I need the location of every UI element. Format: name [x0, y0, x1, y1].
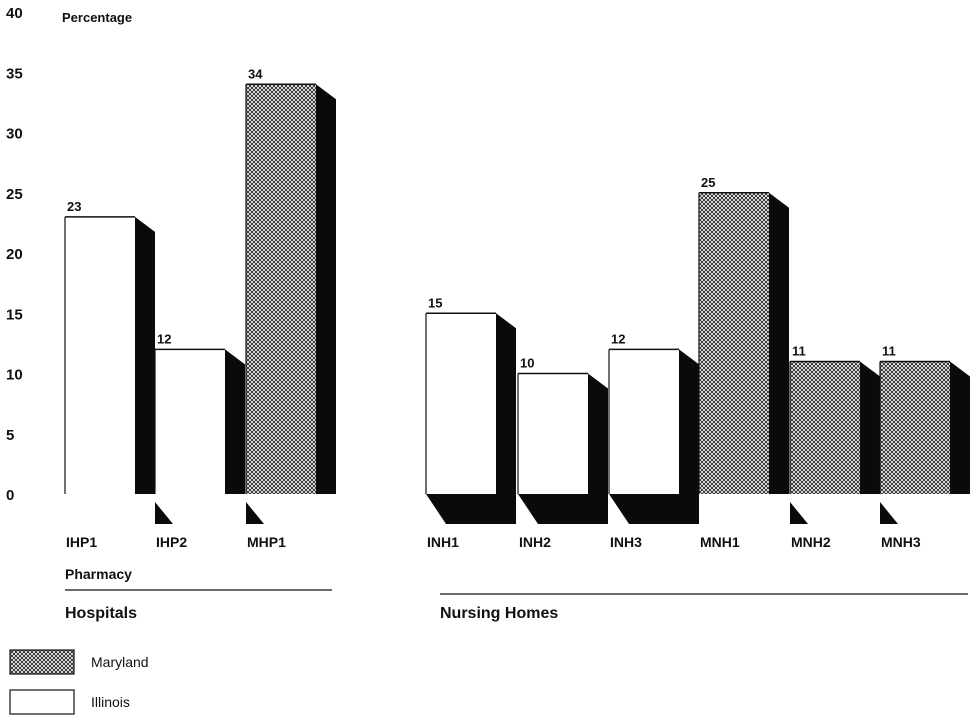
- bar-side: [679, 349, 699, 494]
- legend-swatch-maryland: [9, 649, 75, 675]
- floor-shadow: [246, 502, 264, 524]
- bar: [65, 216, 135, 494]
- bar-side: [316, 84, 336, 495]
- bar: [155, 349, 225, 494]
- pharmacy-sublabel: Pharmacy: [65, 566, 132, 582]
- bar-side: [950, 361, 970, 494]
- legend-label-maryland: Maryland: [91, 654, 149, 670]
- category-label: INH1: [427, 534, 459, 550]
- category-label: MHP1: [247, 534, 286, 550]
- bar-side: [135, 216, 155, 494]
- y-tick-label: 35: [6, 65, 23, 82]
- y-axis: 0 5 10 15 20 25 30 35 40: [6, 5, 23, 504]
- y-tick-label: 0: [6, 487, 14, 504]
- bar: [518, 373, 588, 494]
- floor-slab: [426, 494, 516, 524]
- legend-label-illinois: Illinois: [91, 694, 130, 710]
- y-tick-label: 5: [6, 427, 14, 444]
- bar: [790, 361, 860, 494]
- bar: [426, 313, 496, 494]
- bar-side: [860, 361, 880, 494]
- value-label: 25: [701, 175, 715, 190]
- category-label: MNH3: [881, 534, 921, 550]
- bar-side: [588, 373, 608, 494]
- category-label: MNH2: [791, 534, 831, 550]
- y-tick-label: 30: [6, 126, 23, 143]
- value-label: 23: [67, 199, 81, 214]
- category-label: MNH1: [700, 534, 740, 550]
- bar-side: [769, 192, 789, 494]
- category-labels: IHP1 IHP2 MHP1 INH1 INH2 INH3 MNH1 MNH2 MNH3: [66, 534, 921, 550]
- floor-shadow: [880, 502, 898, 524]
- value-label: 11: [882, 343, 896, 358]
- value-label: 15: [428, 295, 442, 310]
- y-axis-title: Percentage: [62, 10, 132, 25]
- bar: [609, 349, 679, 494]
- bars: [64, 83, 970, 524]
- bar-side: [496, 313, 516, 494]
- bar: [880, 361, 950, 494]
- y-tick-label: 10: [6, 367, 23, 384]
- value-label: 12: [611, 331, 625, 346]
- bar: [246, 84, 316, 495]
- value-label: 34: [248, 66, 263, 81]
- value-label: 12: [157, 331, 171, 346]
- floor-shadow: [790, 502, 808, 524]
- value-labels: 23 12 34 15 10 12 25 11 11: [67, 66, 896, 370]
- y-tick-label: 25: [6, 186, 23, 203]
- hospitals-group-label: Hospitals: [65, 605, 137, 622]
- value-label: 11: [792, 343, 806, 358]
- category-label: IHP2: [156, 534, 187, 550]
- nursing-homes-group-label: Nursing Homes: [440, 605, 558, 622]
- floor-shadow: [155, 502, 173, 524]
- bar: [699, 192, 769, 494]
- floor-slab: [609, 494, 699, 524]
- y-tick-label: 15: [6, 306, 23, 323]
- legend-swatch-illinois: [9, 689, 75, 715]
- category-label: INH3: [610, 534, 642, 550]
- floor-slab: [518, 494, 608, 524]
- category-label: IHP1: [66, 534, 97, 550]
- value-label: 10: [520, 356, 534, 371]
- y-tick-label: 20: [6, 246, 23, 263]
- y-tick-label: 40: [6, 5, 23, 22]
- category-label: INH2: [519, 534, 551, 550]
- legend: Maryland Illinois: [9, 649, 149, 715]
- bar-side: [225, 349, 245, 494]
